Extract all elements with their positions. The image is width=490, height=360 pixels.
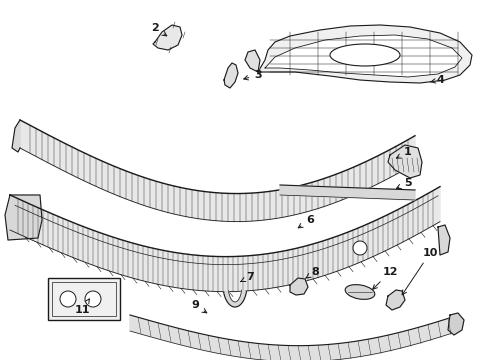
Text: 12: 12 <box>373 267 398 289</box>
Polygon shape <box>10 186 440 292</box>
Polygon shape <box>290 278 308 295</box>
Text: 2: 2 <box>151 23 167 36</box>
Polygon shape <box>5 195 42 240</box>
Text: 11: 11 <box>74 299 90 315</box>
Ellipse shape <box>330 44 400 66</box>
Circle shape <box>60 291 76 307</box>
Circle shape <box>353 241 367 255</box>
Text: 5: 5 <box>396 178 412 189</box>
Text: 10: 10 <box>402 248 438 295</box>
Polygon shape <box>20 120 415 221</box>
Text: 8: 8 <box>306 267 319 278</box>
Polygon shape <box>438 225 450 255</box>
Polygon shape <box>280 185 415 200</box>
Polygon shape <box>265 35 462 77</box>
Text: 3: 3 <box>244 70 262 80</box>
Polygon shape <box>130 315 455 360</box>
Polygon shape <box>12 120 20 152</box>
Polygon shape <box>224 63 238 88</box>
Polygon shape <box>245 50 260 72</box>
Text: 6: 6 <box>298 215 314 228</box>
Text: 4: 4 <box>431 75 444 85</box>
Text: 1: 1 <box>396 147 412 158</box>
Polygon shape <box>388 145 422 178</box>
Polygon shape <box>258 25 472 83</box>
Polygon shape <box>224 290 246 307</box>
Ellipse shape <box>345 285 375 300</box>
Circle shape <box>85 291 101 307</box>
Text: 7: 7 <box>241 272 254 282</box>
Bar <box>48 278 120 320</box>
Bar <box>52 282 116 316</box>
Polygon shape <box>153 25 182 50</box>
Polygon shape <box>386 290 405 310</box>
Polygon shape <box>448 313 464 335</box>
Text: 9: 9 <box>191 300 207 313</box>
